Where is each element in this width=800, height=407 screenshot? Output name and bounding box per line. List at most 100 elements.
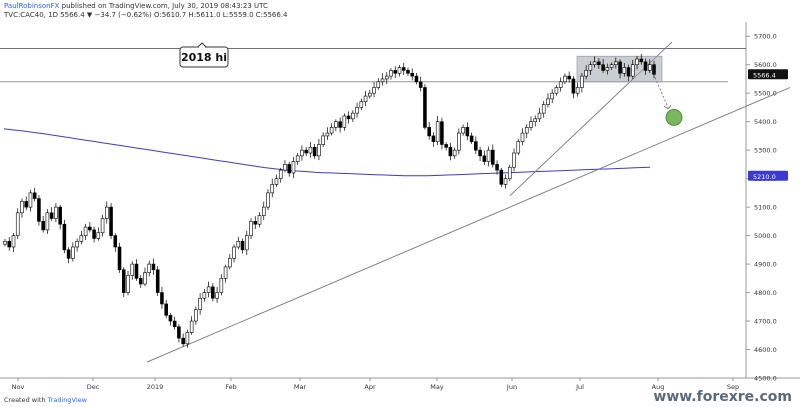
x-tick-label: Apr <box>364 383 376 391</box>
candle-body <box>308 147 313 154</box>
candle <box>575 82 580 97</box>
candle <box>423 84 427 130</box>
y-tick-label: 4500.0 <box>754 375 777 383</box>
candle <box>3 239 7 247</box>
price-tag-label: 5566.4 <box>753 71 776 79</box>
candle-body <box>223 266 228 279</box>
candle <box>372 82 376 98</box>
candle <box>571 76 576 99</box>
candle-body <box>444 144 448 148</box>
candle-body <box>491 149 495 165</box>
candle <box>618 59 622 79</box>
candle-body <box>575 87 580 94</box>
candle <box>380 73 385 86</box>
candle-body <box>181 337 185 345</box>
candle-body <box>20 201 24 214</box>
candle-body <box>537 112 542 120</box>
candle <box>215 286 219 303</box>
x-tick-label: Sep <box>727 383 739 391</box>
y-tick-label: 5100.0 <box>754 204 777 212</box>
candle <box>558 77 563 92</box>
candle-body <box>435 121 440 142</box>
candle <box>185 329 190 348</box>
candle <box>389 68 393 80</box>
candle-body <box>300 149 304 157</box>
candle <box>631 59 635 80</box>
watermark: www.forexre.com <box>653 389 792 405</box>
candle <box>431 132 436 147</box>
candle-body <box>83 226 88 236</box>
candle <box>444 142 448 151</box>
price-tag <box>748 69 788 80</box>
x-tick-label: May <box>430 383 444 391</box>
candle <box>113 233 118 252</box>
candle <box>130 261 135 280</box>
candle-body <box>66 249 71 259</box>
candle <box>626 64 631 81</box>
author-link[interactable]: PaulRobinsonFX <box>4 2 60 10</box>
candle <box>62 219 67 254</box>
candle-body <box>355 107 359 114</box>
candle <box>244 230 249 255</box>
candle-body <box>639 58 644 63</box>
candle-body <box>24 201 28 208</box>
candle-body <box>334 121 338 128</box>
candle-body <box>376 81 381 88</box>
candle-body <box>172 320 177 328</box>
candle <box>20 198 24 218</box>
candle <box>300 145 304 161</box>
tradingview-brand[interactable]: TradingView <box>47 396 87 404</box>
candle-body <box>325 132 330 137</box>
candle-body <box>524 127 529 134</box>
candle-body <box>346 115 351 120</box>
candle <box>469 132 474 144</box>
candle-body <box>155 269 160 293</box>
candle <box>359 98 364 111</box>
candle-body <box>567 75 571 80</box>
candle <box>249 218 253 240</box>
candle-body <box>312 147 317 157</box>
candle <box>524 124 529 139</box>
candle <box>206 281 211 298</box>
candle-body <box>287 164 291 174</box>
candle-body <box>520 132 525 142</box>
candle-body <box>164 303 168 316</box>
candle <box>295 153 300 165</box>
candle-body <box>486 149 491 162</box>
candle-body <box>130 263 135 276</box>
candle-body <box>261 206 266 216</box>
candle <box>194 306 198 325</box>
candle-body <box>563 75 567 83</box>
candle <box>601 59 605 73</box>
ma-200-line <box>3 128 651 177</box>
candle <box>88 221 92 233</box>
candle-body <box>351 112 355 120</box>
candle <box>512 148 516 172</box>
candle-body <box>529 121 533 128</box>
candle <box>563 73 567 85</box>
candle <box>588 61 593 75</box>
candle <box>321 132 325 148</box>
annotation-label: 2018 hi <box>181 51 227 64</box>
candle-body <box>278 169 283 179</box>
candle <box>355 102 359 118</box>
candle <box>164 299 168 319</box>
candle <box>338 117 342 133</box>
candle-body <box>448 147 453 157</box>
candle-body <box>626 67 631 77</box>
candle <box>567 71 571 83</box>
candle <box>219 274 224 296</box>
candle-body <box>202 292 207 299</box>
candle <box>253 216 258 230</box>
candle <box>427 121 431 140</box>
candle <box>202 289 207 302</box>
candle <box>54 203 58 223</box>
candle <box>24 196 28 211</box>
candle <box>546 93 550 108</box>
candle-body <box>189 320 194 333</box>
candle <box>283 160 287 173</box>
candle <box>143 267 147 287</box>
candle <box>228 254 232 270</box>
candle-body <box>618 61 622 74</box>
